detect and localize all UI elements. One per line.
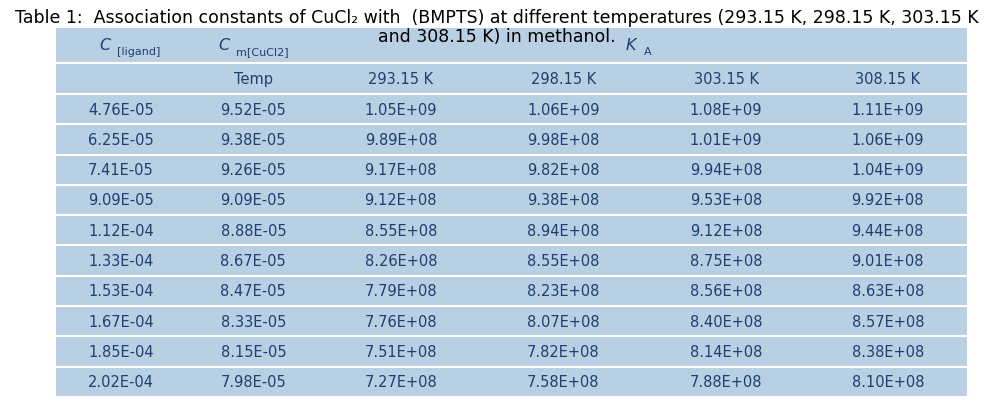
- Text: 8.88E-05: 8.88E-05: [220, 223, 286, 238]
- Text: 8.63E+08: 8.63E+08: [852, 284, 923, 298]
- Text: 1.53E-04: 1.53E-04: [88, 284, 154, 298]
- Text: 8.33E-05: 8.33E-05: [220, 314, 286, 329]
- Text: 1.06E+09: 1.06E+09: [852, 132, 924, 147]
- Text: 8.15E-05: 8.15E-05: [220, 344, 286, 359]
- Text: 9.12E+08: 9.12E+08: [364, 193, 437, 208]
- Text: 9.44E+08: 9.44E+08: [852, 223, 923, 238]
- Text: 303.15 K: 303.15 K: [693, 72, 759, 87]
- Text: 1.08E+09: 1.08E+09: [690, 102, 763, 117]
- Text: C: C: [218, 38, 229, 53]
- Text: 1.04E+09: 1.04E+09: [852, 163, 924, 178]
- Text: 4.76E-05: 4.76E-05: [88, 102, 154, 117]
- Text: 1.85E-04: 1.85E-04: [88, 344, 154, 359]
- Text: 8.55E+08: 8.55E+08: [527, 254, 600, 269]
- Text: m[CuCl2]: m[CuCl2]: [236, 47, 289, 57]
- Text: 2.02E-04: 2.02E-04: [87, 374, 154, 389]
- Text: 9.09E-05: 9.09E-05: [220, 193, 286, 208]
- Text: 9.52E-05: 9.52E-05: [220, 102, 286, 117]
- Text: 1.01E+09: 1.01E+09: [690, 132, 763, 147]
- Text: 7.41E-05: 7.41E-05: [88, 163, 154, 178]
- Text: 8.47E-05: 8.47E-05: [220, 284, 286, 298]
- Text: 6.25E-05: 6.25E-05: [88, 132, 154, 147]
- Text: 1.12E-04: 1.12E-04: [88, 223, 154, 238]
- Text: 8.26E+08: 8.26E+08: [364, 254, 437, 269]
- Text: 7.27E+08: 7.27E+08: [364, 374, 437, 389]
- Text: 8.38E+08: 8.38E+08: [852, 344, 923, 359]
- Text: 1.05E+09: 1.05E+09: [364, 102, 437, 117]
- Text: 7.51E+08: 7.51E+08: [364, 344, 437, 359]
- Text: 7.82E+08: 7.82E+08: [527, 344, 600, 359]
- Text: Temp: Temp: [233, 72, 273, 87]
- Text: [ligand]: [ligand]: [117, 47, 160, 57]
- Text: 1.67E-04: 1.67E-04: [88, 314, 154, 329]
- Text: 9.26E-05: 9.26E-05: [220, 163, 286, 178]
- Text: 8.57E+08: 8.57E+08: [852, 314, 924, 329]
- Text: 7.58E+08: 7.58E+08: [527, 374, 600, 389]
- Text: 7.79E+08: 7.79E+08: [364, 284, 437, 298]
- Text: 8.07E+08: 8.07E+08: [527, 314, 600, 329]
- Text: 7.76E+08: 7.76E+08: [364, 314, 437, 329]
- Text: 8.14E+08: 8.14E+08: [690, 344, 763, 359]
- Text: 8.10E+08: 8.10E+08: [852, 374, 924, 389]
- Text: 9.53E+08: 9.53E+08: [690, 193, 763, 208]
- Text: and 308.15 K) in methanol.: and 308.15 K) in methanol.: [377, 28, 616, 46]
- Text: 8.94E+08: 8.94E+08: [527, 223, 600, 238]
- Text: 298.15 K: 298.15 K: [531, 72, 596, 87]
- Text: 9.94E+08: 9.94E+08: [690, 163, 763, 178]
- Text: 8.55E+08: 8.55E+08: [364, 223, 437, 238]
- Text: 8.56E+08: 8.56E+08: [690, 284, 763, 298]
- Text: 9.82E+08: 9.82E+08: [527, 163, 600, 178]
- Text: 308.15 K: 308.15 K: [855, 72, 921, 87]
- Text: 1.11E+09: 1.11E+09: [852, 102, 923, 117]
- Text: 9.12E+08: 9.12E+08: [690, 223, 763, 238]
- Text: 9.38E-05: 9.38E-05: [220, 132, 286, 147]
- Text: 9.17E+08: 9.17E+08: [364, 163, 437, 178]
- Text: 8.67E-05: 8.67E-05: [220, 254, 286, 269]
- Text: K: K: [626, 38, 637, 53]
- Text: A: A: [643, 47, 651, 57]
- Text: 7.98E-05: 7.98E-05: [220, 374, 286, 389]
- Text: C: C: [99, 38, 110, 53]
- Text: 8.40E+08: 8.40E+08: [690, 314, 763, 329]
- Text: 8.75E+08: 8.75E+08: [690, 254, 763, 269]
- Text: 9.01E+08: 9.01E+08: [852, 254, 924, 269]
- Text: 1.33E-04: 1.33E-04: [88, 254, 154, 269]
- Text: 7.88E+08: 7.88E+08: [690, 374, 763, 389]
- Text: 1.06E+09: 1.06E+09: [527, 102, 600, 117]
- Text: 9.98E+08: 9.98E+08: [527, 132, 600, 147]
- FancyBboxPatch shape: [55, 28, 968, 397]
- Text: 9.09E-05: 9.09E-05: [88, 193, 154, 208]
- Text: Table 1:  Association constants of CuCl₂ with  (BMPTS) at different temperatures: Table 1: Association constants of CuCl₂ …: [15, 9, 978, 27]
- Text: 293.15 K: 293.15 K: [368, 72, 433, 87]
- Text: 9.92E+08: 9.92E+08: [852, 193, 924, 208]
- Text: 8.23E+08: 8.23E+08: [527, 284, 600, 298]
- Text: 9.89E+08: 9.89E+08: [364, 132, 437, 147]
- Text: 9.38E+08: 9.38E+08: [527, 193, 600, 208]
